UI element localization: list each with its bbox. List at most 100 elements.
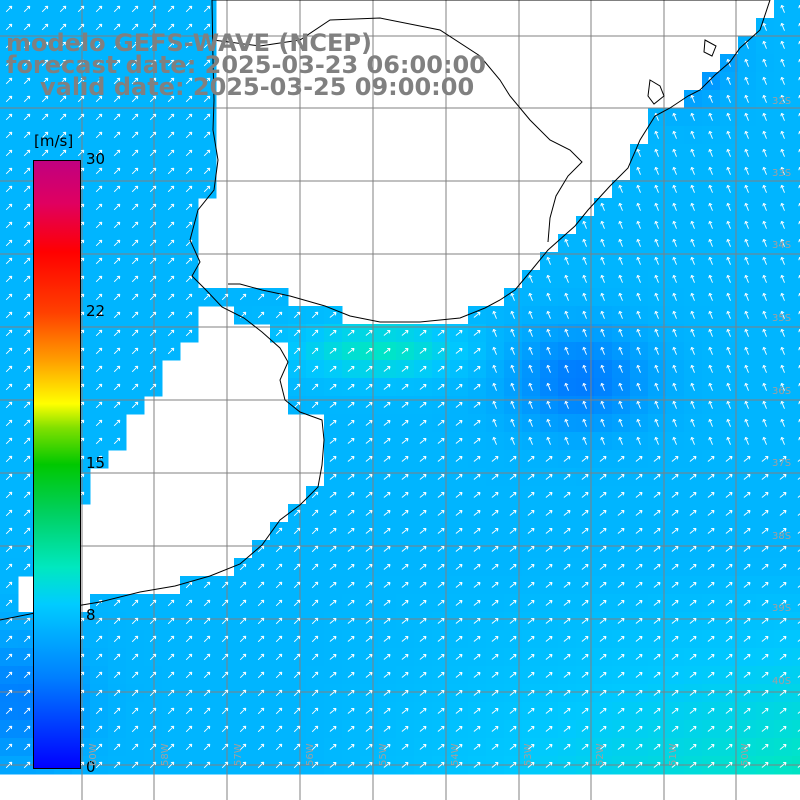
wind-arrow bbox=[546, 292, 551, 301]
wind-arrow bbox=[707, 654, 715, 660]
wind-arrow bbox=[744, 364, 749, 373]
wind-arrow bbox=[5, 293, 13, 301]
wind-arrow bbox=[203, 689, 211, 697]
wind-arrow bbox=[131, 167, 139, 175]
wind-arrow bbox=[708, 112, 713, 121]
wind-arrow bbox=[329, 564, 337, 570]
wind-arrow bbox=[59, 77, 67, 85]
wind-arrow bbox=[311, 401, 319, 409]
wind-arrow bbox=[564, 328, 569, 337]
wind-arrow bbox=[383, 582, 391, 588]
wind-arrow bbox=[419, 744, 427, 750]
wind-arrow bbox=[761, 510, 769, 516]
wind-arrow bbox=[780, 220, 785, 229]
wind-arrow bbox=[671, 672, 679, 678]
model-title: modelo GEFS-WAVE (NCEP) bbox=[6, 29, 372, 57]
wind-arrow bbox=[383, 510, 391, 516]
wind-arrow bbox=[113, 365, 121, 373]
wind-arrow bbox=[726, 328, 731, 337]
wind-arrow bbox=[636, 418, 641, 427]
wind-arrow bbox=[617, 708, 625, 714]
wind-arrow bbox=[581, 654, 589, 660]
wind-arrow bbox=[419, 384, 427, 390]
wind-arrow bbox=[347, 762, 355, 768]
wind-arrow bbox=[545, 492, 553, 498]
wind-arrow bbox=[708, 382, 713, 391]
wind-arrow bbox=[617, 762, 625, 768]
wind-arrow bbox=[5, 185, 13, 193]
wind-arrow bbox=[509, 708, 517, 714]
wind-arrow bbox=[383, 474, 391, 480]
wind-arrow bbox=[689, 528, 697, 534]
wind-arrow bbox=[185, 311, 193, 319]
wind-arrow bbox=[510, 328, 515, 337]
wind-arrow bbox=[707, 474, 715, 480]
wind-arrow bbox=[797, 747, 800, 750]
wind-arrow bbox=[167, 725, 175, 733]
wind-arrow bbox=[654, 364, 659, 373]
wind-arrow bbox=[131, 725, 139, 733]
wind-arrow bbox=[365, 708, 373, 714]
wind-arrow bbox=[797, 549, 800, 552]
wind-arrow bbox=[311, 707, 319, 715]
wind-arrow bbox=[293, 509, 301, 517]
wind-arrow bbox=[131, 293, 139, 301]
wind-arrow bbox=[383, 348, 391, 354]
wind-arrow bbox=[167, 239, 175, 247]
wind-arrow bbox=[779, 600, 787, 606]
wind-arrow bbox=[671, 582, 679, 588]
wind-arrow bbox=[527, 672, 535, 678]
wind-arrow bbox=[365, 474, 373, 480]
wind-arrow bbox=[257, 671, 265, 679]
wind-arrow bbox=[671, 546, 679, 552]
wind-arrow bbox=[527, 690, 535, 696]
wind-arrow bbox=[95, 221, 103, 229]
wind-arrow bbox=[654, 166, 659, 175]
wind-arrow bbox=[167, 689, 175, 697]
wind-arrow bbox=[257, 311, 265, 319]
wind-arrow bbox=[77, 149, 85, 157]
wind-arrow bbox=[239, 293, 247, 301]
wind-arrow bbox=[762, 400, 767, 409]
wind-arrow bbox=[762, 94, 767, 103]
wind-arrow bbox=[77, 23, 85, 31]
wind-arrow bbox=[491, 672, 499, 678]
wind-arrow bbox=[5, 113, 13, 121]
wind-arrow bbox=[437, 726, 445, 732]
wind-arrow bbox=[527, 762, 535, 768]
wind-arrow bbox=[707, 744, 715, 750]
wind-arrow bbox=[671, 492, 679, 498]
wind-arrow bbox=[582, 274, 587, 283]
wind-arrow bbox=[401, 330, 409, 336]
wind-arrow bbox=[131, 203, 139, 211]
wind-arrow bbox=[185, 653, 193, 661]
wind-arrow bbox=[113, 383, 121, 391]
wind-arrow bbox=[365, 366, 373, 372]
wind-arrow bbox=[762, 346, 767, 355]
wind-speed-cell bbox=[792, 576, 800, 595]
wind-arrow bbox=[708, 310, 713, 319]
wind-arrow bbox=[221, 689, 229, 697]
wind-arrow bbox=[600, 202, 605, 211]
wind-arrow bbox=[690, 382, 695, 391]
wind-arrow bbox=[383, 330, 391, 336]
wind-arrow bbox=[599, 708, 607, 714]
wind-arrow bbox=[761, 690, 769, 696]
wind-arrow bbox=[725, 618, 733, 624]
colorbar-tick: 22 bbox=[86, 302, 106, 320]
wind-arrow bbox=[5, 689, 13, 697]
wind-arrow bbox=[527, 546, 535, 552]
wind-arrow bbox=[5, 563, 13, 571]
wind-arrow bbox=[23, 293, 31, 301]
wind-arrow bbox=[149, 257, 157, 265]
wind-arrow bbox=[726, 256, 731, 265]
wind-arrow bbox=[707, 564, 715, 570]
wind-arrow bbox=[221, 599, 229, 607]
wind-arrow bbox=[599, 600, 607, 606]
wind-speed-cell bbox=[792, 594, 800, 613]
wind-arrow bbox=[95, 185, 103, 193]
wind-arrow bbox=[671, 600, 679, 606]
wind-arrow bbox=[419, 366, 427, 372]
wind-arrow bbox=[293, 599, 301, 607]
wind-speed-cell bbox=[792, 234, 800, 253]
